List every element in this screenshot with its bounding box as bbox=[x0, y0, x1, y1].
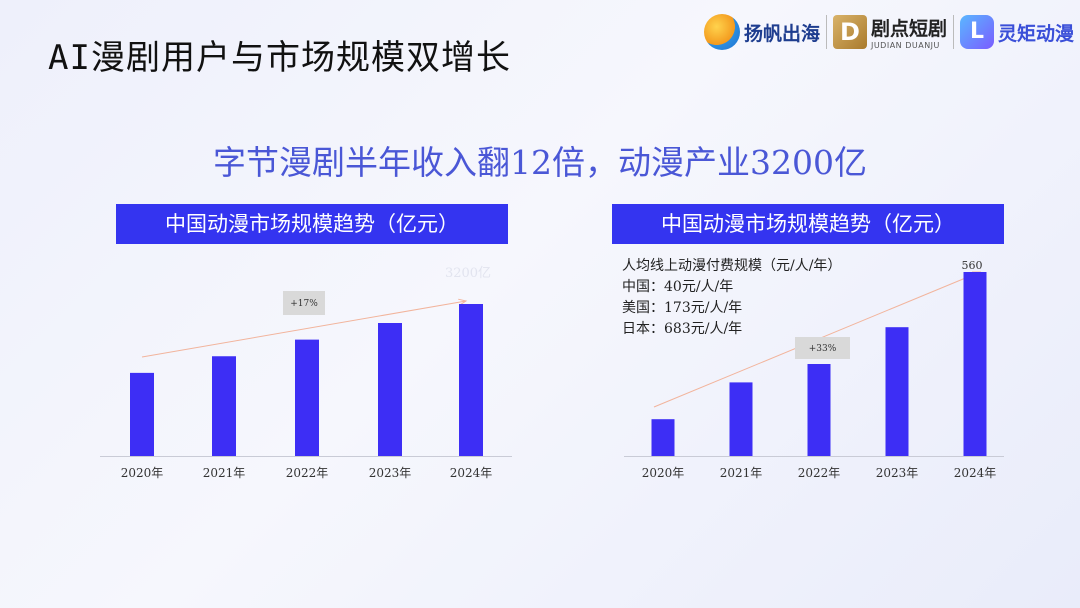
chart-1-bar bbox=[378, 323, 402, 456]
chart-1-x-tick-label: 2024年 bbox=[450, 466, 493, 480]
judian-logo-icon: D bbox=[832, 15, 867, 49]
chart-1-x-tick-label: 2020年 bbox=[121, 466, 164, 480]
chart-2-bar bbox=[729, 382, 753, 456]
logo-judian: D 剧点短剧 JUDIAN DUANJU bbox=[832, 14, 947, 50]
chart-1-bar bbox=[295, 339, 319, 456]
chart-1-top-value-label: 3200亿 bbox=[445, 266, 491, 281]
chart-2-x-tick-label: 2022年 bbox=[798, 466, 841, 480]
chart-1-trend-line bbox=[141, 300, 467, 358]
chart-1-growth-badge bbox=[283, 291, 325, 315]
slide-subtitle: 字节漫剧半年收入翻12倍，动漫产业3200亿 bbox=[213, 143, 867, 182]
chart-1-bar bbox=[212, 356, 236, 456]
per-capita-note-japan: 日本：683元/人/年 bbox=[622, 321, 743, 337]
chart-1-growth-label: +17% bbox=[290, 299, 318, 309]
per-capita-note-title: 人均线上动漫付费规模（元/人/年） bbox=[622, 258, 842, 274]
chart-1-bar bbox=[459, 304, 483, 456]
logo-lingju: L 灵矩动漫 bbox=[959, 15, 1074, 49]
chart-2-x-tick-label: 2024年 bbox=[954, 466, 997, 480]
chart-2-growth-label: +33% bbox=[809, 344, 837, 354]
logo-bar: 扬帆出海 D 剧点短剧 JUDIAN DUANJU L 灵矩动漫 bbox=[703, 10, 1074, 54]
logo-divider bbox=[825, 15, 827, 49]
logo-judian-sub: JUDIAN DUANJU bbox=[870, 41, 940, 50]
chart-2-growth-badge bbox=[795, 337, 850, 359]
chart-2-bar bbox=[885, 327, 909, 456]
slide-title: AI漫剧用户与市场规模双增长 bbox=[48, 38, 511, 78]
logo-judian-text: 剧点短剧 bbox=[870, 18, 947, 40]
logo-lingju-text: 灵矩动漫 bbox=[997, 22, 1074, 45]
lingju-logo-icon: L bbox=[959, 15, 994, 49]
chart-2-x-tick-label: 2021年 bbox=[720, 466, 763, 480]
chart-1-x-tick-label: 2022年 bbox=[286, 466, 329, 480]
chart-1-trend-arrowhead bbox=[458, 298, 468, 306]
logo-divider bbox=[952, 15, 954, 49]
per-capita-note-china: 中国：40元/人/年 bbox=[622, 279, 734, 295]
chart-2-x-tick-label: 2023年 bbox=[876, 466, 919, 480]
chart-2-bar bbox=[807, 364, 831, 456]
chart-2-top-value-label: 560 bbox=[962, 259, 983, 272]
per-capita-note: 人均线上动漫付费规模（元/人/年） 中国：40元/人/年 美国：173元/人/年… bbox=[622, 256, 841, 340]
chart-1-header: 中国动漫市场规模趋势（亿元） bbox=[116, 204, 508, 244]
logo-yangfan-text: 扬帆出海 bbox=[743, 22, 820, 45]
chart-1-x-tick-label: 2021年 bbox=[203, 466, 246, 480]
chart-2-header: 中国动漫市场规模趋势（亿元） bbox=[612, 204, 1004, 244]
chart-2-x-tick-label: 2020年 bbox=[642, 466, 685, 480]
yangfan-logo-icon bbox=[703, 14, 740, 50]
chart-2-bar bbox=[651, 419, 675, 456]
logo-yangfan: 扬帆出海 bbox=[703, 14, 820, 50]
per-capita-note-usa: 美国：173元/人/年 bbox=[622, 300, 743, 316]
chart-1-x-tick-label: 2023年 bbox=[369, 466, 412, 480]
chart-1-bar bbox=[130, 372, 154, 456]
chart-2-bar bbox=[963, 272, 987, 456]
